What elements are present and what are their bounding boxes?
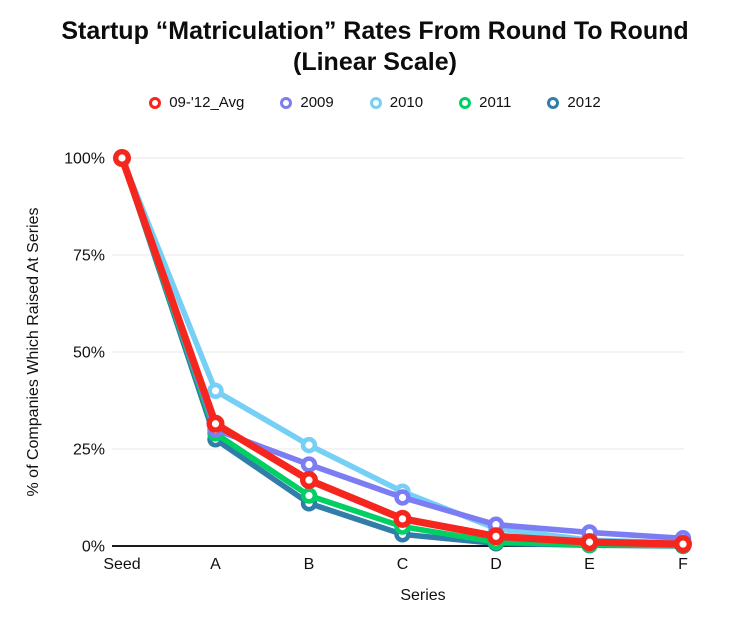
series-line-2009 (119, 155, 686, 542)
legend-label: 2011 (479, 94, 512, 111)
legend-marker-icon (459, 96, 472, 109)
legend-item-2012: 2012 (547, 94, 601, 111)
x-tick-label: D (490, 556, 502, 573)
y-tick-label: 0% (82, 539, 105, 556)
y-tick-label: 25% (73, 442, 105, 459)
chart-title: Startup “Matriculation” Rates From Round… (61, 17, 689, 45)
y-tick-label: 100% (64, 151, 105, 168)
data-point-09-12-avg-d (487, 527, 506, 546)
x-tick-label: Seed (103, 556, 140, 573)
data-point-2009-c (394, 489, 411, 506)
chart-subtitle: (Linear Scale) (293, 48, 457, 76)
x-tick-label: F (678, 556, 688, 573)
data-point-09-12-avg-f (674, 535, 693, 554)
data-point-09-12-avg-b (300, 471, 319, 490)
legend-marker-icon (280, 96, 293, 109)
data-point-09-12-avg-c (393, 509, 412, 528)
data-point-2009-b (300, 456, 318, 473)
legend-item-2010: 2010 (369, 94, 424, 111)
x-tick-label: C (397, 556, 409, 573)
data-point-09-12-avg-a (206, 414, 225, 433)
legend-label: 09-'12_Avg (169, 94, 245, 111)
legend-label: 2012 (567, 94, 601, 111)
data-point-09-12-avg-seed (112, 148, 131, 167)
legend-label: 2009 (300, 94, 334, 111)
y-tick-label: 50% (73, 345, 105, 362)
legend-marker-icon (149, 96, 162, 109)
x-tick-label: A (210, 556, 221, 573)
data-point-09-12-avg-e (580, 533, 599, 552)
title-block: Startup “Matriculation” Rates From Round… (0, 16, 750, 78)
legend: 09-'12_Avg 2009 2010 2011 2012 (0, 94, 750, 111)
data-point-2011-b (300, 487, 318, 504)
data-point-2010-a (207, 382, 224, 399)
legend-item-09-12-avg: 09-'12_Avg (149, 94, 244, 111)
y-axis-title: % of Companies Which Raised At Series (25, 207, 42, 496)
legend-marker-icon (369, 96, 382, 109)
x-tick-label: E (584, 556, 595, 573)
legend-item-2011: 2011 (459, 94, 511, 111)
legend-label: 2010 (389, 94, 424, 111)
y-tick-label: 75% (73, 248, 105, 265)
data-point-2010-b (300, 436, 318, 454)
legend-item-2009: 2009 (280, 94, 334, 111)
x-tick-label: B (304, 556, 315, 573)
legend-marker-icon (547, 96, 560, 109)
x-axis-title: Series (400, 587, 445, 604)
